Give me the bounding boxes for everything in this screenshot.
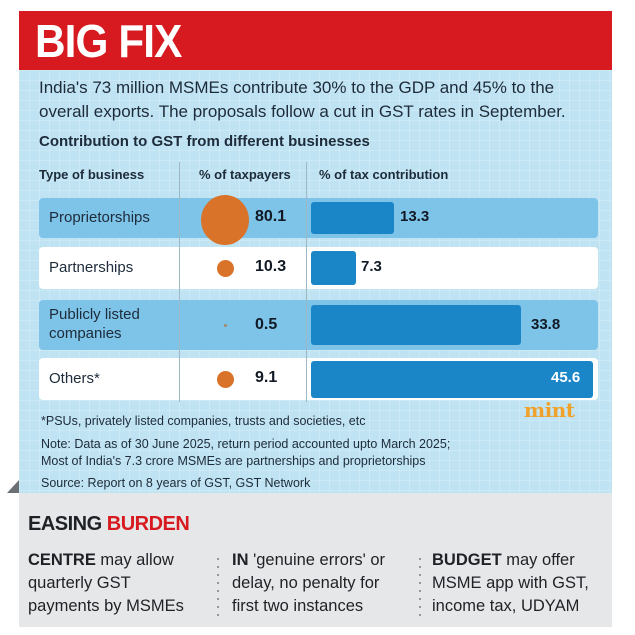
tax-value: 45.6 bbox=[551, 369, 581, 386]
easing-burden-title: EASING BURDEN bbox=[28, 513, 190, 535]
page-title: BIG FIX bbox=[35, 15, 182, 67]
tax-bar bbox=[311, 305, 521, 345]
dotted-separator bbox=[217, 555, 219, 617]
dotted-separator bbox=[419, 555, 421, 617]
taxpayers-value: 80.1 bbox=[255, 208, 287, 225]
table-row-proprietorships: Proprietorships 80.1 13.3 bbox=[39, 195, 598, 245]
note-line-2: Most of India's 7.3 crore MSMEs are part… bbox=[41, 454, 426, 468]
tax-value: 13.3 bbox=[400, 208, 430, 225]
column-header-taxpayers: % of taxpayers bbox=[199, 167, 291, 182]
source-note: Source: Report on 8 years of GST, GST Ne… bbox=[41, 476, 311, 490]
tax-value: 33.8 bbox=[531, 316, 561, 333]
easing-item-in: IN 'genuine errors' or delay, no penalty… bbox=[232, 551, 386, 615]
note-line-1: Note: Data as of 30 June 2025, return pe… bbox=[41, 437, 451, 451]
table-row-others: Others* 9.1 45.6 bbox=[39, 358, 598, 400]
corner-triangle bbox=[7, 480, 19, 493]
row-label: Partnerships bbox=[49, 259, 134, 276]
easing-item-budget: BUDGET may offer MSME app with GST, inco… bbox=[432, 551, 589, 615]
taxpayers-bubble bbox=[217, 260, 234, 277]
row-label: Others* bbox=[49, 370, 100, 387]
taxpayers-bubble bbox=[217, 371, 234, 388]
taxpayers-value: 9.1 bbox=[255, 369, 278, 386]
column-header-tax-contribution: % of tax contribution bbox=[319, 167, 449, 182]
row-label: Proprietorships bbox=[49, 209, 150, 226]
tax-value: 7.3 bbox=[361, 258, 382, 275]
intro-text: India's 73 million MSMEs contribute 30% … bbox=[39, 78, 566, 121]
easing-item-centre: CENTRE may allow quarterly GST payments … bbox=[28, 551, 184, 615]
table-row-publicly-listed: Publicly listed companies 0.5 33.8 bbox=[39, 300, 598, 350]
title-banner: BIG FIX bbox=[19, 11, 612, 70]
mint-logo: mint bbox=[524, 398, 575, 422]
taxpayers-bubble bbox=[201, 195, 249, 245]
chart-panel: India's 73 million MSMEs contribute 30% … bbox=[19, 70, 612, 493]
row-label: Publicly listed companies bbox=[49, 306, 140, 342]
easing-burden-panel: EASING BURDEN CENTRE may allow quarterly… bbox=[19, 493, 612, 627]
chart-subtitle: Contribution to GST from different busin… bbox=[39, 133, 370, 150]
asterisk-footnote: *PSUs, privately listed companies, trust… bbox=[41, 414, 366, 428]
tax-bar bbox=[311, 251, 356, 285]
taxpayers-value: 0.5 bbox=[255, 316, 278, 333]
table-row-partnerships: Partnerships 10.3 7.3 bbox=[39, 247, 598, 289]
column-divider bbox=[306, 162, 307, 402]
taxpayers-bubble bbox=[224, 324, 227, 327]
tax-bar bbox=[311, 202, 394, 234]
tax-bar bbox=[311, 361, 593, 398]
column-divider bbox=[179, 162, 180, 402]
column-header-type: Type of business bbox=[39, 167, 145, 182]
taxpayers-value: 10.3 bbox=[255, 258, 287, 275]
